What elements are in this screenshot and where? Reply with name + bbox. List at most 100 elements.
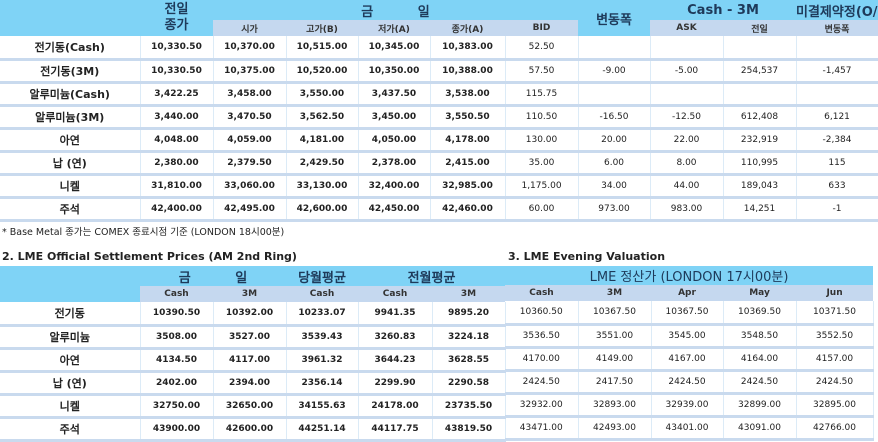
- cell-value: 115: [796, 151, 878, 176]
- cell-value: 14,251: [723, 197, 797, 222]
- cell-value: 10,370.00: [213, 36, 287, 61]
- footnote: * Base Metal 종가는 COMEX 종료시점 기준 (LONDON 1…: [2, 227, 285, 238]
- cell-value: 189,043: [723, 174, 797, 199]
- cell-value: 4149.00: [578, 347, 652, 372]
- cell-value: 2299.90: [358, 371, 433, 396]
- cell-value: 3260.83: [358, 325, 433, 350]
- metal-name: 납 (연): [0, 371, 141, 396]
- column-header: 전일: [723, 20, 797, 36]
- cell-value: [578, 82, 651, 107]
- cell-value: 3,422.25: [140, 82, 214, 107]
- cell-value: 2417.50: [578, 370, 652, 395]
- cell-value: 3539.43: [286, 325, 359, 350]
- column-header: 저가(A): [358, 20, 430, 36]
- cell-value: 9941.35: [358, 302, 433, 327]
- cell-value: 10,330.50: [140, 36, 214, 61]
- cell-value: 3551.00: [578, 324, 652, 349]
- header-change: 변동폭: [578, 0, 651, 36]
- cell-value: 42766.00: [796, 416, 874, 441]
- cell-value: 42,600.00: [286, 197, 359, 222]
- header-today: 금 일: [213, 0, 579, 20]
- cell-value: 60.00: [505, 197, 579, 222]
- cell-value: 57.50: [505, 59, 579, 84]
- cell-value: 633: [796, 174, 878, 199]
- cell-value: 10,350.00: [358, 59, 431, 84]
- cell-value: 10,515.00: [286, 36, 359, 61]
- cell-value: 4167.00: [651, 347, 724, 372]
- metal-name: 주석: [0, 197, 141, 222]
- header-blank: [0, 0, 140, 36]
- metal-name: 알루미늄(3M): [0, 105, 141, 130]
- cell-value: 2424.50: [505, 370, 579, 395]
- cell-value: 43471.00: [505, 416, 579, 441]
- cell-value: 4,178.00: [430, 128, 506, 153]
- cell-value: 4170.00: [505, 347, 579, 372]
- cell-value: 2290.58: [432, 371, 506, 396]
- column-header: ASK: [650, 20, 724, 36]
- cell-value: 42,460.00: [430, 197, 506, 222]
- cell-value: 3508.00: [140, 325, 214, 350]
- column-header: 종가(A): [430, 20, 505, 36]
- column-header: 3M: [213, 286, 287, 302]
- table-row: 주석 43900.00 42600.00 44251.14 44117.75 43819.…: [0, 417, 506, 442]
- header-cash-3m: Cash - 3M: [650, 0, 797, 20]
- column-header: Cash: [358, 286, 433, 302]
- cell-value: 2,429.50: [286, 151, 359, 176]
- cell-value: -12.50: [650, 105, 724, 130]
- header-last-month-avg: 전월평균: [358, 266, 506, 286]
- cell-value: 8.00: [650, 151, 724, 176]
- metal-name: 납 (연): [0, 151, 141, 176]
- table-row: 납 (연) 2402.00 2394.00 2356.14 2299.90 2290.58: [0, 371, 506, 396]
- cell-value: 42,495.00: [213, 197, 287, 222]
- cell-value: 35.00: [505, 151, 579, 176]
- cell-value: 32650.00: [213, 394, 287, 419]
- metal-name: 주석: [0, 417, 141, 442]
- cell-value: [650, 36, 724, 61]
- cell-value: [650, 82, 724, 107]
- table-row: 알루미늄(Cash) 3,422.25 3,458.00 3,550.00 3,437.…: [0, 82, 878, 107]
- cell-value: 3,550.00: [286, 82, 359, 107]
- cell-value: 32899.00: [723, 393, 797, 418]
- column-header: 3M: [432, 286, 506, 302]
- metal-name: 아연: [0, 348, 141, 373]
- cell-value: 4134.50: [140, 348, 214, 373]
- column-header: 3M: [578, 285, 651, 301]
- cell-value: 3628.55: [432, 348, 506, 373]
- cell-value: 52.50: [505, 36, 579, 61]
- cell-value: 34.00: [578, 174, 651, 199]
- cell-value: 2402.00: [140, 371, 214, 396]
- settlement-title: 2. LME Official Settlement Prices (AM 2n…: [2, 250, 297, 263]
- cell-value: 3,437.50: [358, 82, 431, 107]
- column-header: 시가: [213, 20, 286, 36]
- table-row: 3536.50 3551.00 3545.00 3548.50 3552.50: [505, 324, 874, 349]
- cell-value: 31,810.00: [140, 174, 214, 199]
- cell-value: 42493.00: [578, 416, 652, 441]
- cell-value: 44117.75: [358, 417, 433, 442]
- table-row: 주석 42,400.00 42,495.00 42,600.00 42,450.00 42…: [0, 197, 878, 222]
- cell-value: -1,457: [796, 59, 878, 84]
- cell-value: [578, 36, 651, 61]
- cell-value: 22.00: [650, 128, 724, 153]
- table-row: 32932.00 32893.00 32939.00 32899.00 32895.00: [505, 393, 874, 418]
- cell-value: 4164.00: [723, 347, 797, 372]
- cell-value: 43091.00: [723, 416, 797, 441]
- settlement-table: 금 일 당월평균 전월평균 Cash 3M Cash Cash 3M 전기동 10390.…: [0, 266, 506, 442]
- table-row: 전기동(Cash) 10,330.50 10,370.00 10,515.00 10,3…: [0, 36, 878, 61]
- table-row: 2424.50 2417.50 2424.50 2424.50 2424.50: [505, 370, 874, 395]
- cell-value: 3,440.00: [140, 105, 214, 130]
- cell-value: 110.50: [505, 105, 579, 130]
- cell-value: 4157.00: [796, 347, 874, 372]
- column-header: 변동폭: [796, 20, 878, 36]
- column-header: Cash: [286, 286, 359, 302]
- cell-value: -16.50: [578, 105, 651, 130]
- column-header: 고가(B): [286, 20, 358, 36]
- cell-value: 44.00: [650, 174, 724, 199]
- cell-value: 10371.50: [796, 301, 874, 326]
- cell-value: 10,520.00: [286, 59, 359, 84]
- cell-value: 3552.50: [796, 324, 874, 349]
- header-open-interest: 미결제약정(O/I): [796, 0, 878, 20]
- column-header: May: [723, 285, 796, 301]
- cell-value: 2,415.00: [430, 151, 506, 176]
- cell-value: 3,450.00: [358, 105, 431, 130]
- metal-name: 전기동: [0, 302, 141, 327]
